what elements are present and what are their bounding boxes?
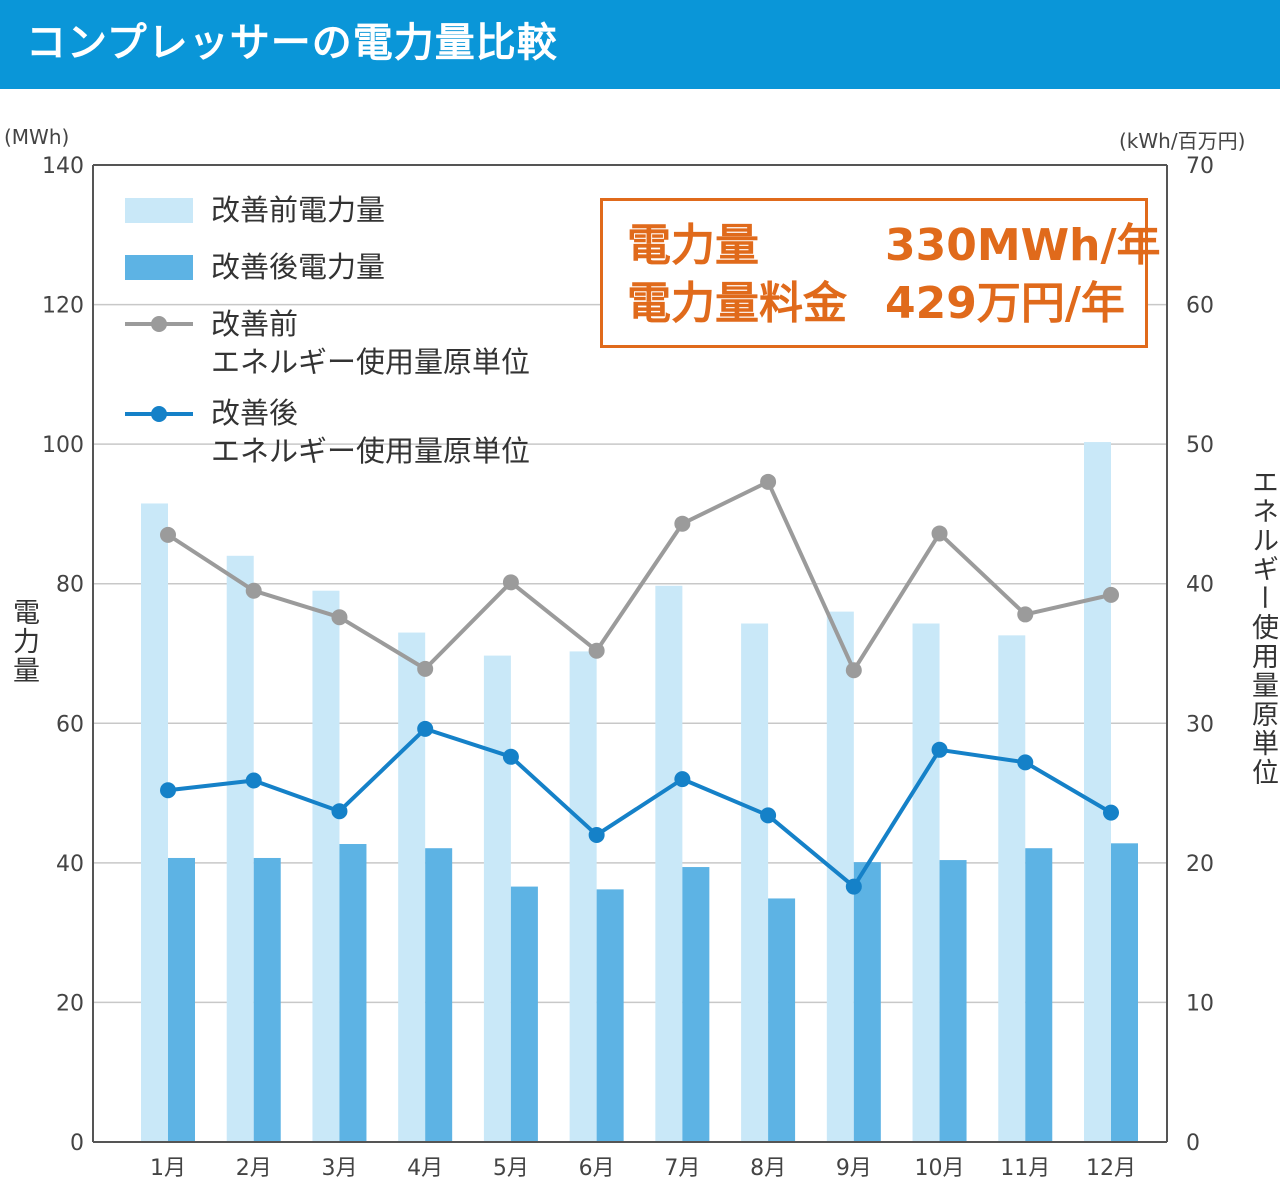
point-after-intensity: [674, 771, 691, 788]
x-tick-label: 4月: [407, 1156, 443, 1181]
point-before-intensity: [417, 660, 434, 677]
point-before-intensity: [845, 662, 862, 679]
x-tick-label: 5月: [493, 1156, 529, 1181]
left-axis-unit: (MWh): [4, 125, 70, 149]
bar-after-power: [168, 857, 195, 1142]
bar-after-power: [425, 848, 453, 1142]
x-tick-label: 10月: [915, 1156, 965, 1181]
bar-before-power: [655, 585, 683, 1142]
point-after-intensity: [588, 826, 605, 843]
x-tick-label: 12月: [1086, 1156, 1136, 1181]
right-tick-label: 50: [1186, 433, 1214, 458]
point-before-intensity: [502, 574, 519, 591]
x-tick-label: 9月: [836, 1156, 872, 1181]
bar-before-power: [741, 623, 769, 1142]
point-after-intensity: [931, 741, 948, 758]
bar-after-power: [510, 886, 538, 1142]
summary-cost-value: 429万円/年: [885, 278, 1125, 329]
point-after-intensity: [760, 807, 777, 824]
bar-before-power: [569, 651, 597, 1142]
right-tick-label: 20: [1186, 852, 1214, 877]
legend-label-before-power: 改善前電力量: [211, 193, 386, 227]
summary-power-label: 電力量: [627, 220, 759, 271]
header-bar: コンプレッサーの電力量比較: [0, 0, 1280, 89]
point-before-intensity: [1103, 586, 1119, 603]
point-before-intensity: [1017, 606, 1034, 623]
right-tick-label: 60: [1186, 294, 1214, 319]
summary-cost-label: 電力量料金: [627, 278, 847, 329]
bar-before-power: [1084, 442, 1111, 1142]
page-title: コンプレッサーの電力量比較: [26, 20, 558, 66]
left-tick-label: 0: [70, 1131, 84, 1156]
point-before-intensity: [931, 525, 948, 542]
legend-marker-before-intensity: [151, 316, 167, 332]
bar-before-power: [398, 632, 426, 1142]
x-tick-label: 11月: [1000, 1156, 1050, 1181]
point-before-intensity: [160, 526, 176, 543]
right-axis-unit: (kWh/百万円): [1119, 129, 1246, 153]
x-tick-label: 1月: [150, 1156, 186, 1181]
right-tick-label: 0: [1186, 1131, 1200, 1156]
legend-label-after-intensity-1: 改善後: [211, 396, 299, 430]
point-after-intensity: [245, 772, 262, 789]
left-tick-label: 20: [56, 991, 84, 1016]
summary-power-value: 330MWh/年: [885, 220, 1161, 271]
x-tick-label: 6月: [579, 1156, 615, 1181]
point-after-intensity: [502, 748, 519, 765]
right-tick-label: 40: [1186, 573, 1214, 598]
left-tick-label: 140: [42, 154, 84, 179]
point-after-intensity: [160, 782, 176, 799]
bar-after-power: [253, 857, 281, 1142]
point-before-intensity: [760, 473, 777, 490]
x-tick-label: 7月: [664, 1156, 700, 1181]
x-tick-label: 8月: [750, 1156, 786, 1181]
left-axis-title: 電力量: [8, 598, 39, 685]
bar-after-power: [682, 867, 710, 1142]
point-before-intensity: [331, 609, 348, 626]
bar-before-power: [312, 590, 340, 1142]
bar-after-power: [1111, 843, 1138, 1142]
point-after-intensity: [1017, 754, 1034, 771]
legend-swatch-before-power: [125, 198, 193, 223]
bar-after-power: [853, 862, 881, 1142]
line-after-intensity: [167, 726, 1113, 889]
bar-before-power: [483, 655, 511, 1142]
point-after-intensity: [1103, 804, 1119, 821]
left-tick-label: 100: [42, 433, 84, 458]
right-tick-label: 70: [1186, 154, 1214, 179]
bar-after-power: [939, 860, 967, 1142]
point-after-intensity: [417, 720, 434, 737]
summary-box: 電力量 330MWh/年 電力量料金 429万円/年: [600, 198, 1161, 348]
left-tick-label: 120: [42, 294, 84, 319]
bar-after-power: [1025, 848, 1053, 1142]
left-tick-label: 80: [56, 573, 84, 598]
point-before-intensity: [245, 582, 262, 599]
legend-label-before-intensity-1: 改善前: [211, 307, 299, 341]
legend-marker-after-intensity: [151, 406, 167, 422]
legend-label-after-power: 改善後電力量: [211, 250, 386, 284]
legend-swatch-after-power: [125, 255, 193, 280]
legend-label-after-intensity-2: エネルギー使用量原単位: [211, 434, 531, 468]
point-before-intensity: [674, 515, 691, 532]
bar-after-power: [768, 898, 796, 1142]
right-tick-label: 30: [1186, 712, 1214, 737]
bar-before-power: [141, 503, 168, 1143]
left-tick-label: 60: [56, 712, 84, 737]
right-axis-title: エネルギー使用量原単位: [1247, 468, 1278, 787]
right-tick-label: 10: [1186, 991, 1214, 1016]
left-tick-label: 40: [56, 852, 84, 877]
point-before-intensity: [588, 642, 605, 659]
x-tick-label: 2月: [236, 1156, 272, 1181]
point-after-intensity: [845, 878, 862, 895]
bar-after-power: [339, 844, 367, 1142]
bar-before-power: [998, 635, 1026, 1142]
x-tick-label: 3月: [321, 1156, 357, 1181]
line-before-intensity: [166, 479, 1112, 673]
bar-before-power: [912, 623, 940, 1142]
bar-after-power: [596, 889, 624, 1142]
point-after-intensity: [331, 803, 348, 820]
bar-before-power: [226, 555, 254, 1142]
legend-label-before-intensity-2: エネルギー使用量原単位: [211, 345, 531, 379]
